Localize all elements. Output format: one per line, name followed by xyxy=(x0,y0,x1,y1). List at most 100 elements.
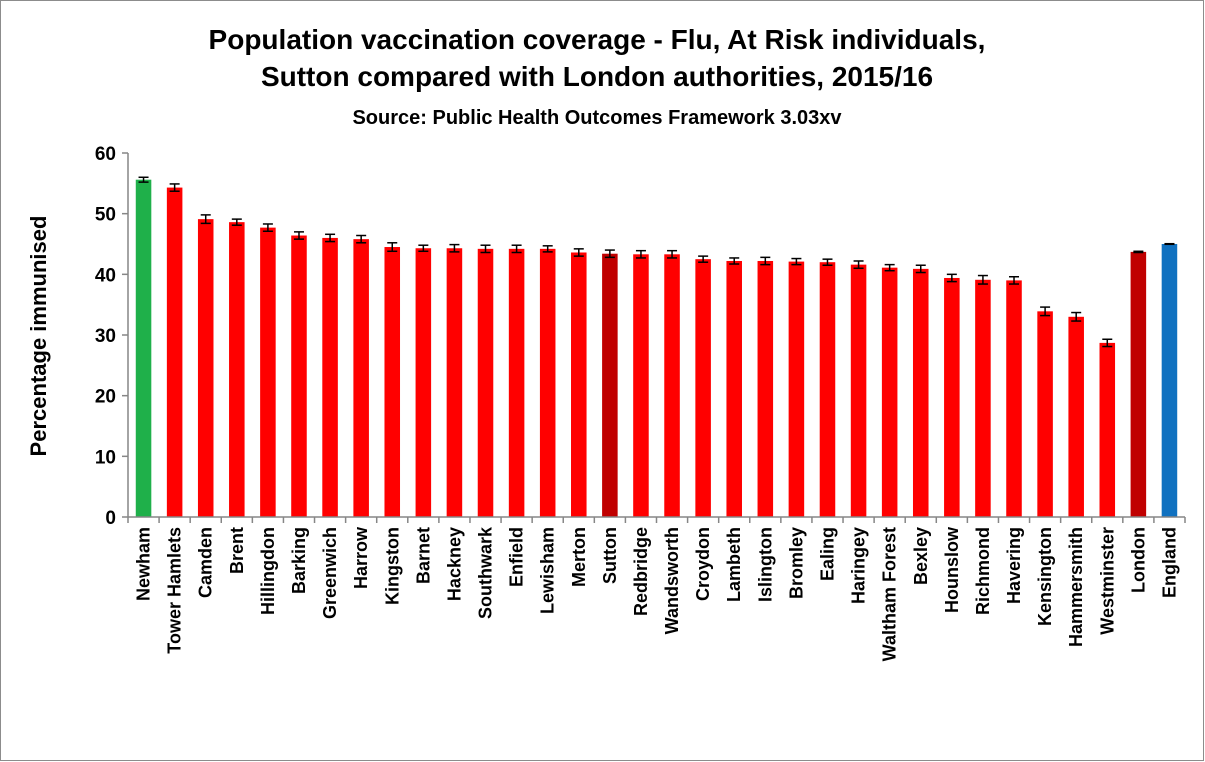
bar-25 xyxy=(912,268,929,517)
bar-12 xyxy=(508,248,525,517)
error-bar-14 xyxy=(573,248,584,257)
error-bar-16 xyxy=(635,249,646,259)
error-bar-0 xyxy=(138,176,149,183)
x-tick-label-1: Tower Hamlets xyxy=(165,527,185,654)
bar-13 xyxy=(539,248,556,517)
bar-19 xyxy=(726,260,742,517)
error-bar-2 xyxy=(200,214,211,225)
error-bar-3 xyxy=(231,218,242,226)
error-bar-33 xyxy=(1164,242,1175,246)
error-bar-21 xyxy=(791,257,802,266)
x-tick-label-27: Richmond xyxy=(973,527,993,615)
error-bar-1 xyxy=(169,183,180,192)
bar-3 xyxy=(229,222,245,517)
error-bar-32 xyxy=(1133,250,1144,254)
bar-32 xyxy=(1130,251,1147,517)
x-tick-label-14: Merton xyxy=(569,527,589,587)
x-tick-label-4: Hillingdon xyxy=(258,527,278,615)
error-bar-23 xyxy=(853,260,864,270)
bar-15 xyxy=(602,253,618,517)
bar-8 xyxy=(384,247,401,517)
bar-10 xyxy=(446,248,463,517)
bars-group xyxy=(135,179,1178,518)
error-bar-24 xyxy=(884,263,895,272)
bar-4 xyxy=(260,227,276,517)
y-axis-title: Percentage immunised xyxy=(26,216,51,457)
bar-11 xyxy=(477,248,494,517)
y-tick-label-4: 40 xyxy=(95,265,116,286)
bar-16 xyxy=(633,254,649,517)
error-bar-20 xyxy=(760,256,771,266)
error-bar-7 xyxy=(356,234,367,244)
x-tick-label-19: Lambeth xyxy=(724,527,744,602)
error-bar-28 xyxy=(1009,276,1020,285)
x-tick-label-0: Newham xyxy=(134,527,154,601)
error-bar-8 xyxy=(387,242,398,253)
x-tick-label-8: Kingston xyxy=(382,527,402,605)
bar-21 xyxy=(788,261,805,517)
bar-7 xyxy=(353,239,369,517)
x-tick-label-10: Hackney xyxy=(444,527,464,601)
bar-9 xyxy=(415,248,432,517)
x-tick-label-32: London xyxy=(1128,527,1148,593)
x-tick-label-30: Hammersmith xyxy=(1066,527,1086,647)
x-tick-label-18: Croydon xyxy=(693,527,713,601)
bar-2 xyxy=(197,219,214,517)
x-tick-label-2: Camden xyxy=(196,527,216,598)
error-bar-4 xyxy=(262,223,273,233)
x-tick-label-21: Bromley xyxy=(786,527,806,599)
x-tick-label-28: Havering xyxy=(1004,527,1024,604)
x-tick-label-33: England xyxy=(1159,527,1179,598)
bar-14 xyxy=(571,252,587,518)
x-axis: Newham Tower Hamlets Camden Brent Hillingdon… xyxy=(127,516,1186,661)
error-bar-6 xyxy=(325,233,336,243)
bar-24 xyxy=(881,267,898,517)
error-bar-9 xyxy=(418,244,429,253)
error-bar-11 xyxy=(480,244,491,254)
error-bar-25 xyxy=(915,264,926,274)
x-tick-label-11: Southwark xyxy=(476,526,496,619)
error-bar-17 xyxy=(667,249,678,259)
error-bar-31 xyxy=(1102,338,1113,348)
x-tick-label-25: Bexley xyxy=(911,527,931,585)
bar-6 xyxy=(322,237,338,517)
x-tick-label-7: Harrow xyxy=(351,526,371,589)
error-bar-19 xyxy=(729,257,740,265)
x-tick-label-22: Ealing xyxy=(817,527,837,581)
chart-title: Population vaccination coverage - Flu, A… xyxy=(209,24,986,55)
bar-5 xyxy=(291,235,307,517)
x-tick-label-16: Redbridge xyxy=(631,527,651,616)
x-tick-label-6: Greenwich xyxy=(320,527,340,619)
bar-33 xyxy=(1161,244,1178,517)
bar-27 xyxy=(975,279,991,517)
bar-18 xyxy=(695,259,711,517)
x-tick-label-24: Waltham Forest xyxy=(880,527,900,661)
bar-0 xyxy=(135,179,152,517)
error-bar-10 xyxy=(449,243,460,253)
x-tick-label-29: Kensington xyxy=(1035,527,1055,626)
error-bars-group xyxy=(138,176,1175,348)
bar-29 xyxy=(1037,311,1053,517)
y-tick-label-3: 30 xyxy=(95,326,116,347)
y-tick-label-1: 10 xyxy=(95,447,116,468)
error-bar-22 xyxy=(822,258,833,266)
x-tick-label-5: Barking xyxy=(289,527,309,594)
bar-20 xyxy=(757,260,774,517)
x-tick-label-31: Westminster xyxy=(1097,527,1117,635)
error-bar-18 xyxy=(698,255,709,263)
error-bar-29 xyxy=(1040,306,1051,317)
bar-17 xyxy=(664,254,680,517)
bar-30 xyxy=(1068,316,1084,517)
x-tick-label-3: Brent xyxy=(227,527,247,574)
y-tick-label-0: 0 xyxy=(105,508,116,529)
error-bar-12 xyxy=(511,244,522,254)
x-tick-label-17: Wandsworth xyxy=(662,527,682,634)
bar-22 xyxy=(819,262,836,517)
bar-1 xyxy=(166,187,183,517)
y-tick-label-6: 60 xyxy=(95,144,116,165)
x-tick-label-26: Hounslow xyxy=(942,526,962,613)
chart-subtitle: Source: Public Health Outcomes Framework… xyxy=(352,107,842,129)
x-tick-label-9: Barnet xyxy=(413,527,433,584)
